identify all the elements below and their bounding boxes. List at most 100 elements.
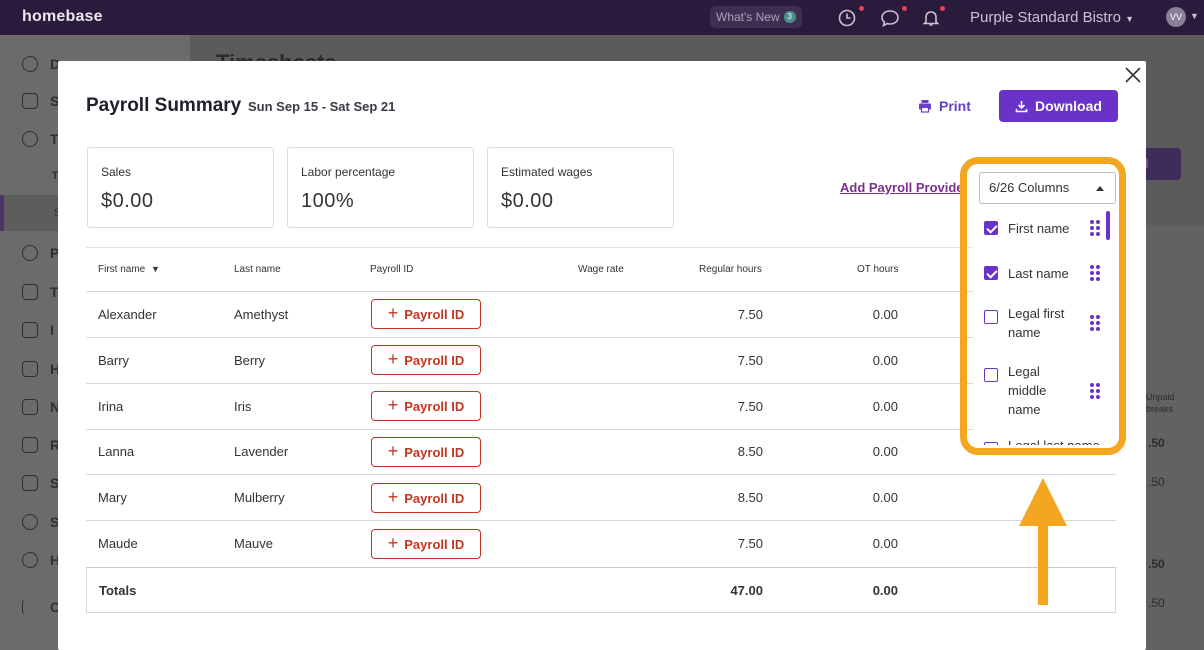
modal-title: Payroll Summary	[86, 95, 242, 116]
notifications-dot	[940, 6, 945, 11]
payroll-id-button-label: Payroll ID	[404, 352, 465, 368]
sidebar-item-label[interactable]: S	[50, 514, 60, 530]
download-label: Download	[1035, 98, 1102, 114]
ot-hours-cell: 0.00	[872, 399, 898, 414]
notifications-bell-icon[interactable]	[921, 8, 941, 28]
sidebar-item-label[interactable]: T	[50, 284, 59, 300]
column-option-label: Legal first name	[1008, 306, 1065, 340]
sidebar-item-label[interactable]: S	[50, 475, 60, 491]
regular-hours-cell: 7.50	[737, 307, 763, 322]
drag-handle-icon[interactable]	[1090, 383, 1100, 399]
wage-rate-header[interactable]: Wage rate	[578, 264, 624, 275]
sidebar-item-label[interactable]: P	[50, 245, 60, 261]
plus-icon: +	[387, 395, 399, 415]
totals-ot-hours: 0.00	[872, 583, 898, 598]
row-divider	[86, 383, 1116, 384]
ot-hours-cell: 0.00	[872, 490, 898, 505]
timeclock-sidebar-icon	[22, 131, 38, 147]
add-payroll-id-button[interactable]: + Payroll ID	[371, 345, 481, 375]
sidebar-item-label[interactable]: R	[50, 437, 61, 453]
payroll-id-header[interactable]: Payroll ID	[370, 264, 414, 275]
collapse-sidebar-icon[interactable]	[22, 599, 38, 615]
last-name-cell: Mauve	[234, 536, 274, 551]
print-button[interactable]: Print	[918, 96, 971, 116]
first-name-cell: Alexander	[98, 307, 157, 322]
add-payroll-id-button[interactable]: + Payroll ID	[371, 437, 481, 467]
drag-handle-icon[interactable]	[1090, 220, 1100, 236]
column-checkbox[interactable]	[984, 266, 998, 280]
regular-hours-cell: 8.50	[737, 490, 763, 505]
column-checkbox[interactable]	[984, 221, 998, 235]
messages-notification-dot	[902, 6, 907, 11]
team-icon	[22, 284, 38, 300]
sidebar-item-label[interactable]: N	[50, 399, 61, 415]
column-checkbox[interactable]	[984, 368, 998, 382]
last-name-cell: Iris	[234, 399, 252, 414]
sidebar-item-label[interactable]: T	[50, 131, 59, 147]
whats-new-button[interactable]: What's New 3	[710, 6, 802, 28]
column-option-label: Legal middle name	[1008, 364, 1047, 417]
sidebar-item-label[interactable]: H	[50, 361, 61, 377]
payroll-icon	[22, 245, 38, 261]
sidebar-subitem-label[interactable]: T	[52, 170, 59, 182]
stat-label: Labor percentage	[301, 165, 396, 179]
drag-handle-icon[interactable]	[1090, 315, 1100, 331]
whats-new-count-badge: 3	[783, 11, 796, 23]
timeclock-icon[interactable]	[837, 8, 857, 28]
download-icon	[1015, 100, 1028, 112]
sidebar-item-label[interactable]: C	[50, 599, 61, 615]
add-payroll-id-button[interactable]: + Payroll ID	[371, 299, 481, 329]
background-column-header: Unpaid breaks	[1146, 392, 1175, 414]
sidebar-item-label[interactable]: H	[50, 552, 61, 568]
background-timesheet-card	[1140, 225, 1204, 650]
last-name-header[interactable]: Last name	[234, 264, 281, 275]
integrations-icon	[22, 322, 38, 338]
row-divider	[86, 520, 1116, 521]
add-payroll-id-button[interactable]: + Payroll ID	[371, 483, 481, 513]
reports-icon	[22, 437, 38, 453]
column-checkbox[interactable]	[984, 442, 998, 445]
first-name-header[interactable]: First name ▼	[98, 264, 160, 275]
background-cell: .50	[1148, 436, 1165, 450]
homebase-logo[interactable]: homebase	[22, 8, 103, 25]
arrow-up-annotation-head	[1019, 478, 1067, 526]
stat-value: 100%	[301, 190, 355, 212]
regular-hours-header[interactable]: Regular hours	[699, 264, 762, 275]
columns-select-value: 6/26 Columns	[989, 180, 1070, 195]
column-checkbox[interactable]	[984, 310, 998, 324]
arrow-up-annotation-shaft	[1038, 524, 1048, 605]
sidebar-item-label[interactable]: S	[50, 93, 60, 109]
add-payroll-id-button[interactable]: + Payroll ID	[371, 391, 481, 421]
avatar-chevron-down-icon[interactable]: ▼	[1190, 11, 1199, 21]
highlight-annotation-box	[960, 157, 1126, 455]
sidebar-item-label[interactable]: D	[50, 56, 61, 72]
row-divider	[86, 337, 1116, 338]
close-icon[interactable]	[1124, 66, 1142, 84]
business-switcher[interactable]: Purple Standard Bistro ▼	[970, 9, 1134, 26]
payroll-id-button-label: Payroll ID	[404, 536, 465, 552]
column-option-label: Last name	[1008, 266, 1069, 281]
sidebar-subitem-label[interactable]: S	[54, 207, 61, 219]
sidebar-item-label[interactable]: I	[50, 322, 54, 338]
dropdown-scrollbar[interactable]	[1106, 211, 1110, 240]
stat-value: $0.00	[101, 190, 154, 212]
chevron-down-icon: ▼	[1125, 14, 1135, 24]
drag-handle-icon[interactable]	[1090, 265, 1100, 281]
messages-icon[interactable]	[880, 8, 900, 28]
columns-select[interactable]: 6/26 Columns	[979, 172, 1116, 204]
business-name: Purple Standard Bistro	[970, 9, 1121, 26]
ot-hours-header[interactable]: OT hours	[857, 264, 899, 275]
table-top-border	[86, 247, 1116, 248]
print-label: Print	[939, 98, 971, 114]
stat-value: $0.00	[501, 190, 554, 212]
caret-up-icon	[1096, 186, 1104, 191]
columns-dropdown-list[interactable]: First name Last name Legal first name Le…	[973, 207, 1118, 445]
add-payroll-provider-link[interactable]: Add Payroll Provider	[840, 180, 965, 195]
background-cell: .50	[1148, 557, 1165, 571]
totals-row	[86, 567, 1116, 613]
last-name-cell: Amethyst	[234, 307, 289, 322]
user-avatar[interactable]: VV	[1166, 7, 1186, 27]
last-name-cell: Mulberry	[234, 490, 285, 505]
download-button[interactable]: Download	[999, 90, 1118, 122]
add-payroll-id-button[interactable]: + Payroll ID	[371, 529, 481, 559]
